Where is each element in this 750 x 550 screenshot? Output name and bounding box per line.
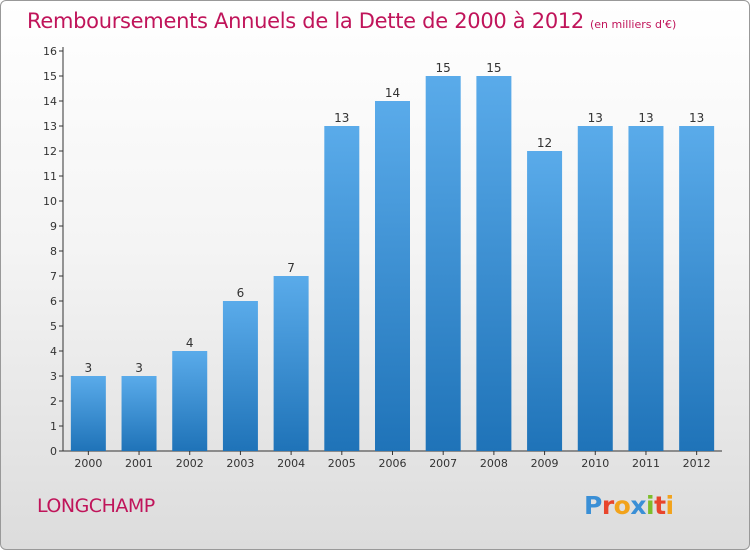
y-tick-label: 4 [50,345,57,358]
y-tick-label: 8 [50,245,57,258]
x-tick-label: 2003 [226,457,254,470]
y-tick-label: 11 [43,170,57,183]
y-tick-label: 16 [43,45,57,58]
bar [679,126,715,451]
data-label: 14 [385,86,400,100]
x-tick-label: 2010 [581,457,609,470]
chart-labels: 2000 3 2001 3 2002 4 2003 6 2004 7 2005 13 2006 14 200… [74,61,710,470]
bar [70,376,106,451]
bar [222,301,258,451]
logo-letter: t [654,491,666,520]
proxiti-logo: Proxiti [584,491,674,520]
commune-name: LONGCHAMP [37,495,155,517]
bar [425,76,461,451]
x-tick-label: 2007 [429,457,457,470]
chart-bars [70,76,715,451]
data-label: 13 [334,111,349,125]
data-label: 13 [588,111,603,125]
logo-letter: P [584,491,602,520]
y-tick-label: 12 [43,145,57,158]
y-tick-label: 10 [43,195,57,208]
x-tick-label: 2011 [632,457,660,470]
x-tick-label: 2009 [531,457,559,470]
y-tick-label: 7 [50,270,57,283]
x-tick-label: 2002 [176,457,204,470]
chart-title: Remboursements Annuels de la Dette de 20… [27,9,676,33]
data-label: 4 [186,336,194,350]
logo-letter: r [601,491,614,520]
y-tick-label: 1 [50,420,57,433]
bar [273,276,309,451]
y-tick-label: 0 [50,445,57,458]
data-label: 13 [689,111,704,125]
y-tick-label: 3 [50,370,57,383]
x-tick-label: 2005 [328,457,356,470]
bar [628,126,664,451]
data-label: 6 [237,286,245,300]
chart-title-text: Remboursements Annuels de la Dette de 20… [27,9,584,33]
chart-subtitle: (en milliers d'€) [590,18,677,31]
bar [476,76,512,451]
bar [577,126,613,451]
x-tick-label: 2008 [480,457,508,470]
bar [172,351,208,451]
bar [375,101,410,451]
bar [121,376,157,451]
logo-letter: i [665,491,675,520]
bar [527,151,563,451]
data-label: 15 [486,61,501,75]
y-tick-label: 2 [50,395,57,408]
y-tick-label: 5 [50,320,57,333]
logo-letter: o [613,491,631,520]
data-label: 3 [135,361,143,375]
x-tick-label: 2000 [74,457,102,470]
y-tick-label: 15 [43,70,57,83]
y-tick-label: 9 [50,220,57,233]
x-tick-label: 2012 [683,457,711,470]
data-label: 13 [638,111,653,125]
data-label: 12 [537,136,552,150]
y-tick-label: 14 [43,95,57,108]
logo-letter: x [630,491,646,520]
y-tick-label: 13 [43,120,57,133]
bar [324,126,360,451]
data-label: 15 [436,61,451,75]
data-label: 7 [287,261,295,275]
x-tick-label: 2006 [379,457,407,470]
x-tick-label: 2004 [277,457,305,470]
x-tick-label: 2001 [125,457,153,470]
logo-letter: i [646,491,655,520]
y-tick-label: 6 [50,295,57,308]
data-label: 3 [85,361,93,375]
